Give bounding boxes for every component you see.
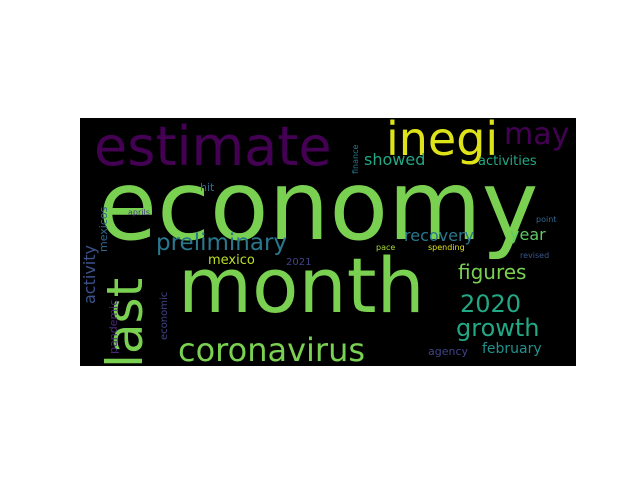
word-agency: agency: [428, 345, 469, 358]
word-mexicos: mexicos: [97, 206, 110, 252]
word-estimate: estimate: [94, 118, 332, 178]
word-revised: revised: [520, 251, 550, 260]
word-showed: showed: [364, 150, 426, 169]
word-2020: 2020: [460, 290, 522, 318]
word-mexico: mexico: [208, 253, 255, 268]
word-month: month: [178, 241, 425, 330]
word-aprils: aprils: [128, 208, 150, 217]
word-spending: spending: [428, 243, 465, 252]
word-february: february: [482, 341, 542, 357]
word-economy: economy: [98, 150, 539, 262]
word-inegi: inegi: [386, 118, 499, 166]
word-may: may: [504, 118, 570, 152]
word-economic: economic: [159, 291, 170, 340]
word-coronavirus: coronavirus: [178, 331, 366, 366]
word-figures: figures: [458, 260, 527, 284]
word-activities: activities: [478, 154, 537, 169]
word-activity: activity: [80, 245, 99, 304]
word-year: year: [510, 225, 546, 244]
word-growth: growth: [456, 314, 540, 342]
word-point: point: [536, 215, 557, 224]
word-hit: hit: [200, 181, 215, 194]
word-preliminary: preliminary: [156, 230, 288, 256]
word-recovery: recovery: [404, 226, 475, 245]
word-finance: finance: [351, 144, 360, 174]
word-pace: pace: [376, 243, 396, 252]
word-cloud: economy month estimate inegi last corona…: [80, 118, 576, 366]
word-2021: 2021: [286, 257, 312, 268]
word-pandemic: pandemic: [107, 299, 120, 354]
